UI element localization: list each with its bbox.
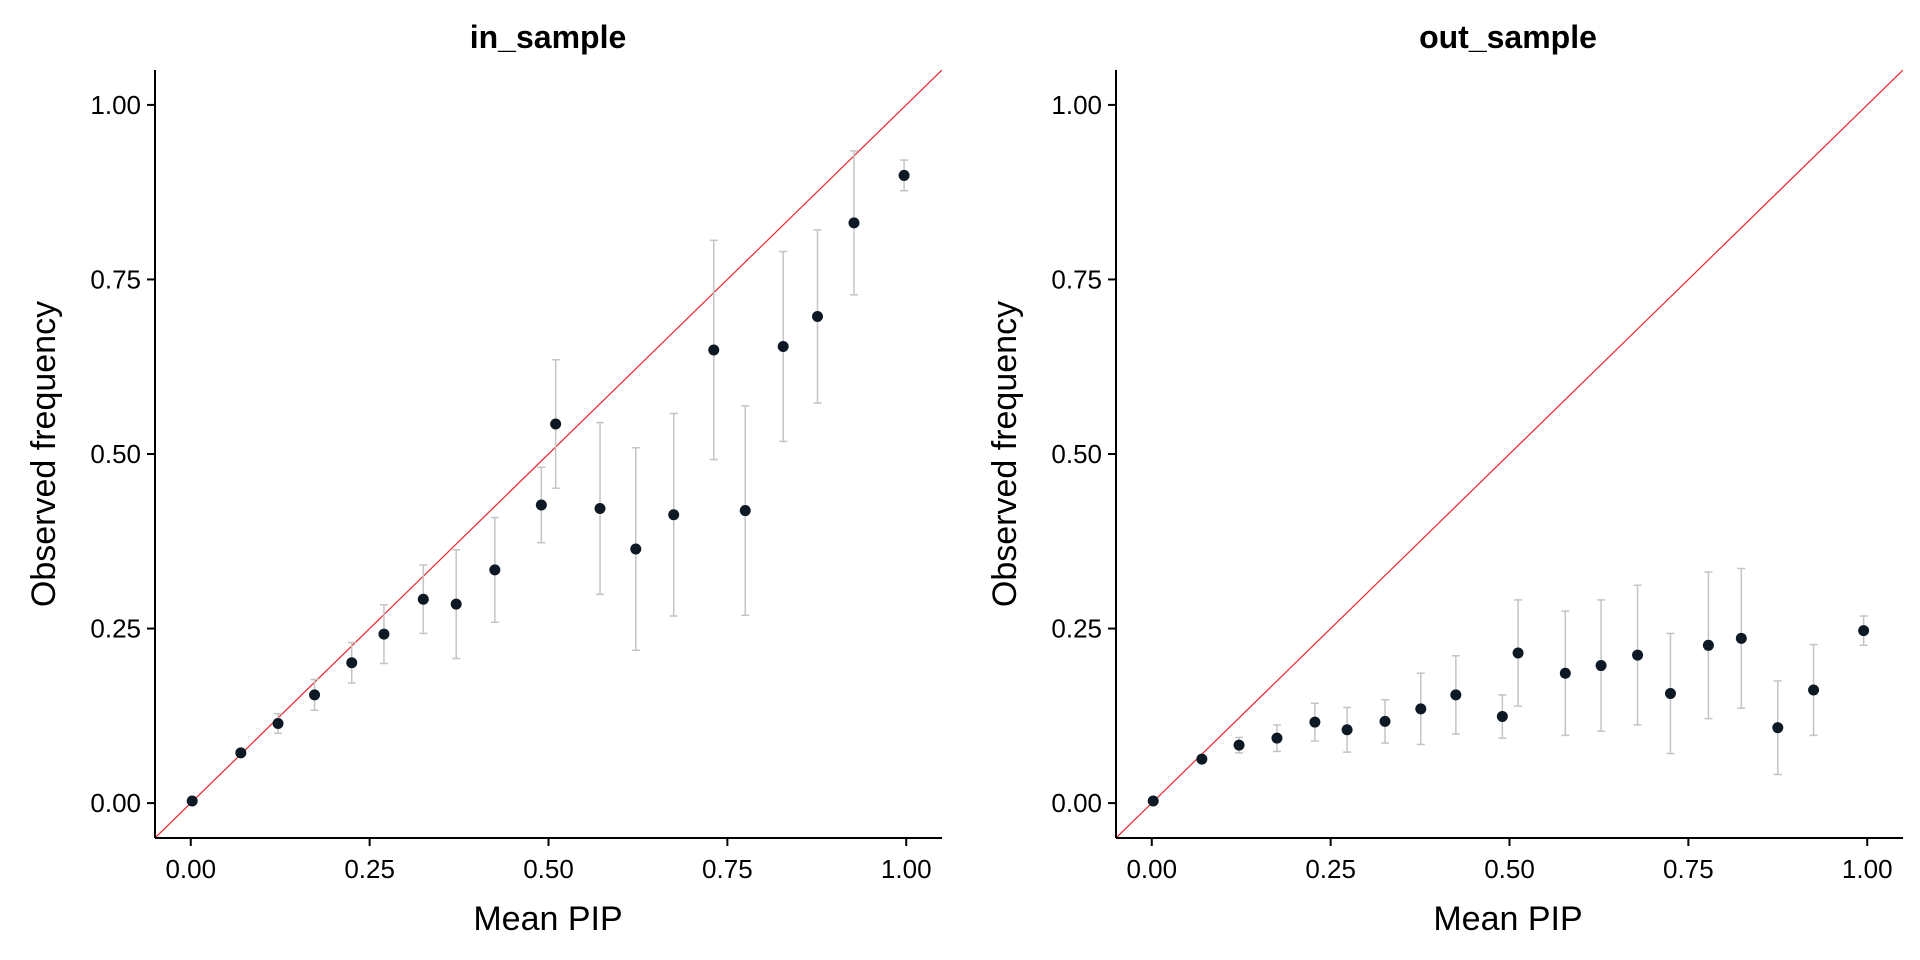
in-sample-data-point bbox=[739, 505, 751, 517]
out-sample-data-point bbox=[1858, 625, 1870, 637]
in-sample-y-axis-label: Observed frequency bbox=[25, 301, 63, 607]
out-sample-y-tick-label: 1.00 bbox=[1051, 90, 1102, 120]
out-sample-data-point bbox=[1233, 739, 1245, 751]
in-sample-data-point bbox=[535, 499, 547, 511]
in-sample-data-point bbox=[272, 717, 284, 729]
out-sample-data-point bbox=[1772, 722, 1784, 734]
in-sample-x-tick-label: 0.75 bbox=[702, 854, 753, 884]
in-sample-data-point bbox=[186, 795, 198, 807]
out-sample-x-tick-label: 0.50 bbox=[1484, 854, 1535, 884]
out-sample-x-axis-label: Mean PIP bbox=[1433, 900, 1582, 938]
in-sample-reference-line bbox=[155, 70, 942, 838]
in-sample-data-point bbox=[668, 509, 680, 521]
out-sample-y-tick-label: 0.75 bbox=[1051, 264, 1102, 294]
in-sample-data-point bbox=[489, 564, 501, 576]
out-sample-panel: out_sample 0.00 0.25 0.50 0.75 1.00 0.00 0.25 0.… bbox=[986, 19, 1903, 938]
out-sample-data-point bbox=[1808, 684, 1820, 696]
in-sample-y-tick-label: 0.00 bbox=[90, 788, 141, 818]
in-sample-x-tick-label: 0.00 bbox=[165, 854, 216, 884]
in-sample-data-point bbox=[417, 593, 429, 605]
in-sample-data-point bbox=[630, 543, 642, 555]
out-sample-data-point bbox=[1450, 689, 1462, 701]
in-sample-y-tick-label: 0.75 bbox=[90, 264, 141, 294]
out-sample-y-axis-label: Observed frequency bbox=[986, 301, 1024, 607]
in-sample-data-point bbox=[309, 689, 321, 701]
in-sample-data-point bbox=[346, 657, 358, 669]
in-sample-data-point bbox=[450, 598, 462, 610]
in-sample-x-axis-label: Mean PIP bbox=[473, 900, 622, 938]
in-sample-data-point bbox=[708, 344, 720, 356]
in-sample-title: in_sample bbox=[470, 19, 627, 55]
in-sample-panel: in_sample 0.00 0.25 0.50 0.75 1.00 0.00 0.25 0.5… bbox=[25, 19, 942, 938]
in-sample-x-tick-label: 0.25 bbox=[344, 854, 395, 884]
out-sample-data-point bbox=[1559, 667, 1571, 679]
out-sample-data-point bbox=[1147, 795, 1159, 807]
in-sample-data-point bbox=[848, 217, 860, 229]
in-sample-data-point bbox=[812, 310, 824, 322]
out-sample-y-tick-label: 0.25 bbox=[1051, 614, 1102, 644]
out-sample-data-point bbox=[1702, 639, 1714, 651]
in-sample-data-point bbox=[777, 340, 789, 352]
in-sample-data-point bbox=[235, 747, 247, 759]
out-sample-x-tick-label: 0.25 bbox=[1305, 854, 1356, 884]
out-sample-data-point bbox=[1196, 753, 1208, 765]
in-sample-y-tick-label: 0.25 bbox=[90, 614, 141, 644]
out-sample-x-tick-label: 1.00 bbox=[1842, 854, 1893, 884]
out-sample-reference-line bbox=[1116, 70, 1903, 838]
out-sample-data-point bbox=[1496, 711, 1508, 723]
out-sample-data-point bbox=[1309, 716, 1321, 728]
out-sample-data-point bbox=[1735, 632, 1747, 644]
out-sample-data-point bbox=[1664, 687, 1676, 699]
in-sample-data-point bbox=[898, 169, 910, 181]
out-sample-data-point bbox=[1595, 660, 1607, 672]
out-sample-data-point bbox=[1271, 732, 1283, 744]
out-sample-title: out_sample bbox=[1419, 19, 1597, 55]
out-sample-y-tick-label: 0.50 bbox=[1051, 439, 1102, 469]
out-sample-y-tick-label: 0.00 bbox=[1051, 788, 1102, 818]
out-sample-data-point bbox=[1632, 649, 1644, 661]
out-sample-x-tick-label: 0.75 bbox=[1663, 854, 1714, 884]
in-sample-y-tick-label: 0.50 bbox=[90, 439, 141, 469]
in-sample-x-tick-label: 1.00 bbox=[881, 854, 932, 884]
in-sample-data-point bbox=[378, 628, 390, 640]
out-sample-data-point bbox=[1341, 724, 1353, 736]
in-sample-data-point bbox=[550, 418, 562, 430]
in-sample-y-tick-label: 1.00 bbox=[90, 90, 141, 120]
out-sample-data-point bbox=[1512, 647, 1524, 659]
out-sample-x-tick-label: 0.00 bbox=[1126, 854, 1177, 884]
in-sample-x-tick-label: 0.50 bbox=[523, 854, 574, 884]
out-sample-data-point bbox=[1379, 715, 1391, 727]
in-sample-data-point bbox=[594, 502, 606, 514]
out-sample-data-point bbox=[1415, 703, 1427, 715]
